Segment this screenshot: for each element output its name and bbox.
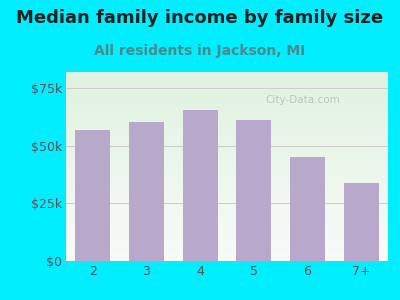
Bar bbox=[75, 130, 110, 261]
Bar bbox=[129, 122, 164, 261]
Bar bbox=[344, 183, 379, 261]
Text: All residents in Jackson, MI: All residents in Jackson, MI bbox=[94, 44, 306, 58]
Bar bbox=[236, 120, 271, 261]
Text: Median family income by family size: Median family income by family size bbox=[16, 9, 384, 27]
Bar bbox=[183, 110, 218, 261]
Text: City-Data.com: City-Data.com bbox=[266, 95, 340, 105]
Bar bbox=[290, 157, 325, 261]
